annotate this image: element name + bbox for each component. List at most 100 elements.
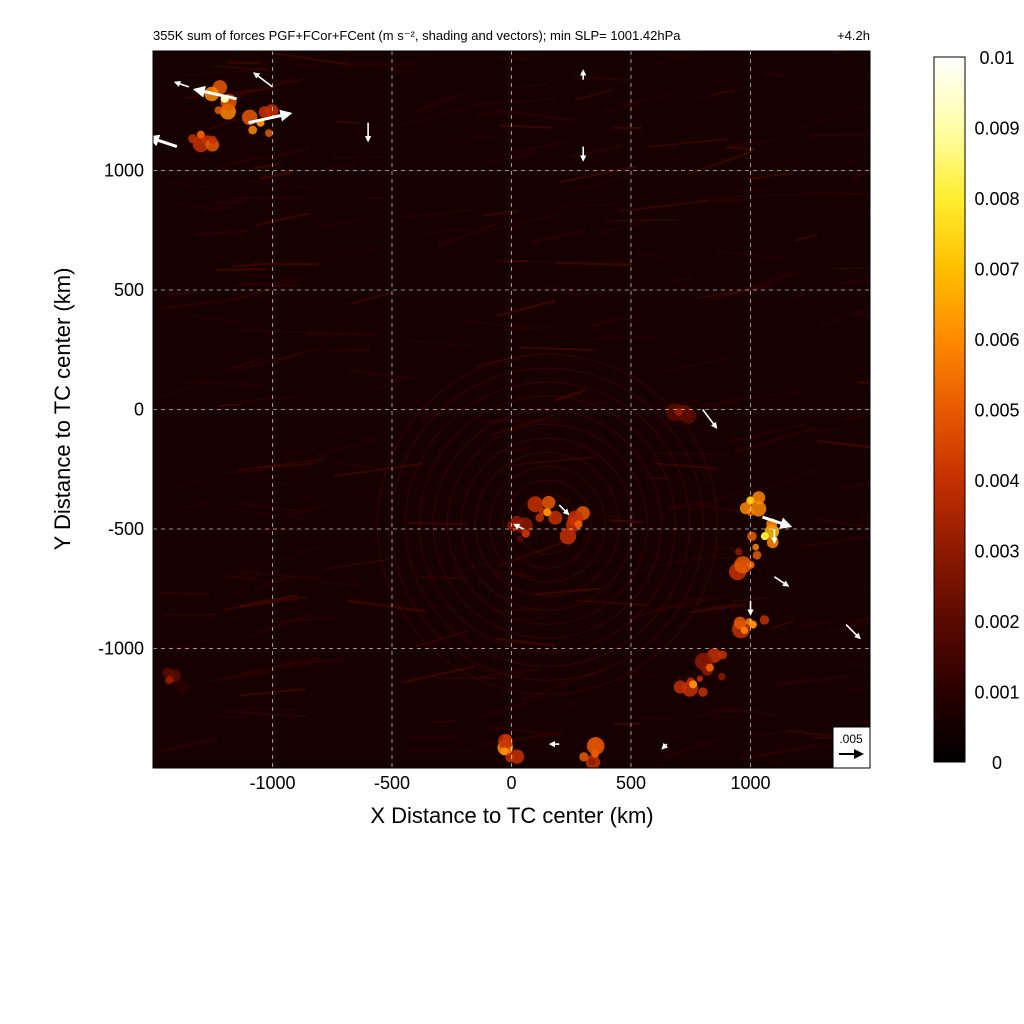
shading-streak <box>483 668 511 673</box>
colorbar: 0.01 0.009 0.008 0.007 0.006 0.005 0.004 0.003 0… <box>933 48 1020 773</box>
shading-hotspot-core <box>674 407 683 416</box>
shading-hotspot <box>586 737 605 755</box>
shading-streak <box>232 264 258 268</box>
shading-streak <box>865 71 870 74</box>
shading-streak <box>532 229 586 244</box>
shading-streak <box>623 398 704 416</box>
shading-streak <box>240 594 299 608</box>
shading-streak <box>666 672 727 679</box>
colorbar-ticks: 0.01 0.009 0.008 0.007 0.006 0.005 0.004 0.003 0… <box>974 48 1019 773</box>
shading-streak <box>346 599 427 613</box>
shading-hotspot <box>192 135 209 153</box>
force-vector <box>773 576 790 587</box>
shading-streak <box>762 72 785 78</box>
force-vector <box>248 109 293 125</box>
shading-hotspot-core <box>689 680 698 689</box>
shading-streak <box>640 553 724 570</box>
shading-streak <box>400 208 472 219</box>
shading-streak <box>241 329 320 334</box>
shading-streak <box>237 458 324 471</box>
shading-streak <box>186 381 265 386</box>
shading-hotspot-core <box>705 663 714 672</box>
vortex-ring <box>502 479 592 569</box>
shading-streak <box>816 518 870 529</box>
force-vector <box>702 409 718 429</box>
colorbar-tick-label: 0.001 <box>974 683 1019 703</box>
shading-streak <box>317 241 391 264</box>
shading-streak <box>654 462 717 470</box>
y-tick-label: 500 <box>114 280 144 300</box>
shading-streak <box>693 713 745 719</box>
shading-streak <box>618 200 708 212</box>
shading-hotspot <box>766 536 779 549</box>
shading-streak <box>321 216 367 229</box>
shading-streak <box>219 403 242 407</box>
shading-hotspot <box>752 550 762 560</box>
shading-streak <box>755 729 804 736</box>
shading-streak <box>221 507 310 521</box>
shading-streak <box>203 206 235 211</box>
shading-streak <box>716 271 798 301</box>
vortex-ring <box>488 465 606 583</box>
shading-streak <box>717 705 776 717</box>
shading-streak <box>307 331 376 336</box>
x-tick-label: -1000 <box>249 773 295 793</box>
shading-hotspot <box>698 687 708 697</box>
shading-streak <box>493 569 534 578</box>
shading-streak <box>396 107 463 127</box>
shading-hotspot <box>535 513 544 522</box>
shading-streak <box>230 196 305 200</box>
shading-streak <box>733 426 818 455</box>
shading-streak <box>243 546 320 575</box>
shading-streak <box>856 381 870 385</box>
shading-streak <box>840 415 864 421</box>
shading-streak <box>819 307 870 328</box>
y-tick-label: -500 <box>108 519 144 539</box>
shading-streak <box>259 170 294 180</box>
shading-streak <box>714 193 803 198</box>
shading-hotspot <box>735 548 743 556</box>
vortex-ring <box>474 451 620 597</box>
shading-streak <box>210 714 247 720</box>
shading-streak <box>267 147 310 160</box>
shading-streak <box>271 350 307 364</box>
shading-streak <box>482 695 546 718</box>
shading-streak <box>507 83 547 90</box>
shading-hotspot <box>265 129 273 138</box>
colorbar-tick-label: 0.004 <box>974 471 1019 491</box>
shading-hotspot <box>527 496 544 513</box>
shading-streak <box>452 135 492 141</box>
vortex-ring <box>432 409 662 639</box>
shading-hotspot-core <box>196 130 205 139</box>
reference-vector-box <box>832 726 871 769</box>
shading-streak <box>252 574 296 592</box>
shading-streak <box>600 98 647 114</box>
shading-hotspot-core <box>760 532 769 541</box>
vector-layer <box>153 69 861 750</box>
shading-streak <box>153 381 203 401</box>
shading-streak <box>218 357 264 373</box>
vortex-ring <box>460 437 634 611</box>
reference-vector-label: .005 <box>839 732 863 746</box>
vortex-ring <box>418 395 676 653</box>
shading-streak <box>246 283 302 288</box>
shading-streak <box>575 599 645 606</box>
shading-streak <box>157 299 219 311</box>
x-tick-label: 500 <box>616 773 646 793</box>
shading-streak <box>662 738 718 760</box>
shading-streak <box>437 223 497 247</box>
shading-streak <box>248 612 312 638</box>
x-axis-label: X Distance to TC center (km) <box>370 803 653 828</box>
shading-streak <box>495 109 580 122</box>
shading-streak <box>645 477 669 480</box>
shading-streak <box>688 489 745 511</box>
shading-streak <box>239 571 323 580</box>
shading-streak <box>672 277 695 282</box>
force-vector <box>513 523 524 530</box>
vortex-ring <box>446 423 648 625</box>
shading-streak <box>193 229 249 237</box>
shading-streak <box>159 592 211 596</box>
shading-hotspot <box>579 752 589 762</box>
shading-streak <box>582 170 639 190</box>
